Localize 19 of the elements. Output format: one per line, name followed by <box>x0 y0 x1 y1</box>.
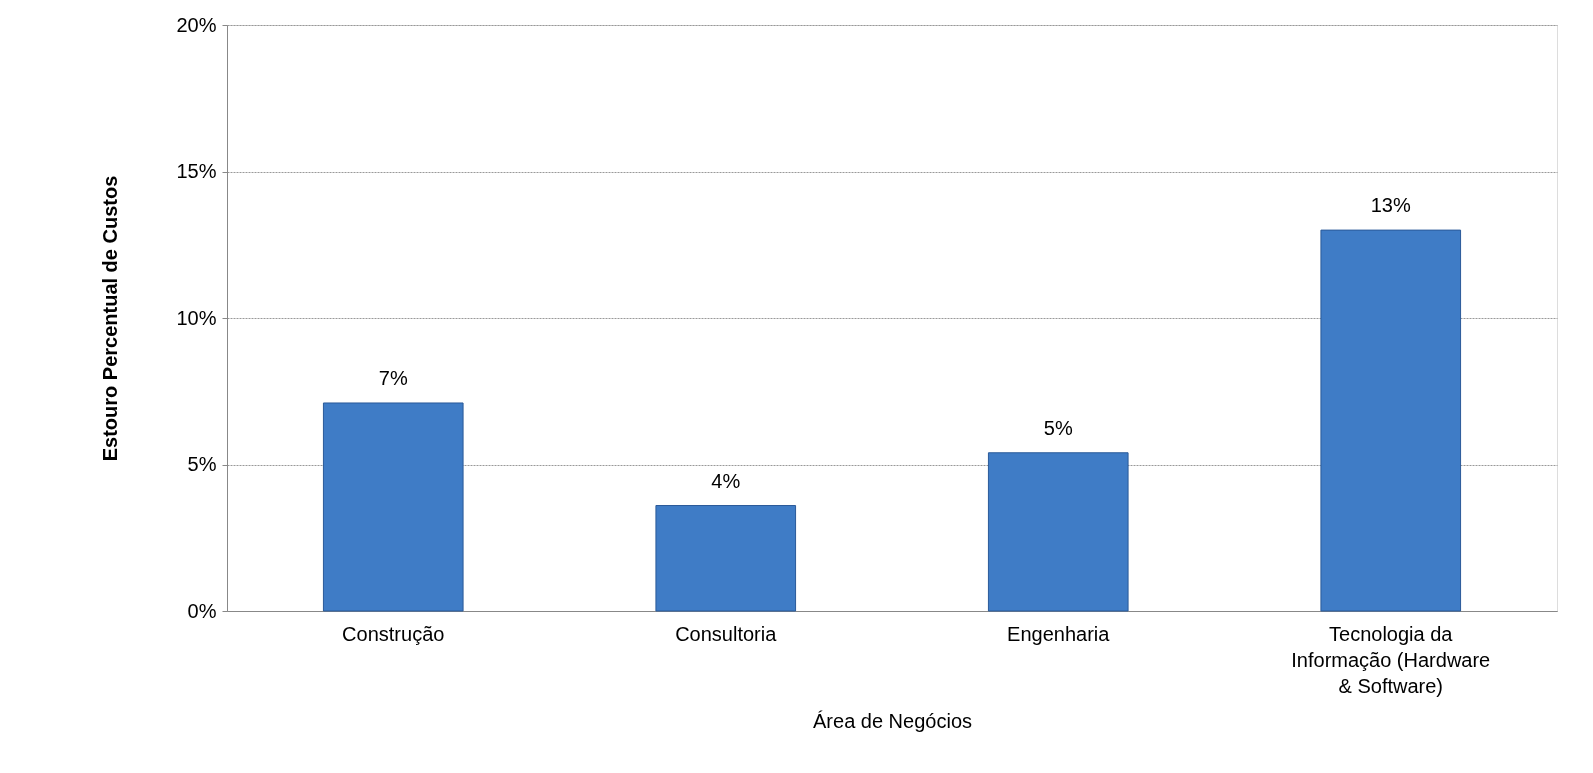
data-label: 13% <box>1370 194 1411 217</box>
data-label: 4% <box>711 469 741 492</box>
data-label: 5% <box>1043 416 1073 439</box>
y-tick-label: 20% <box>176 13 217 36</box>
x-tick-label: Engenharia <box>1007 623 1111 645</box>
x-tick-label: Tecnologia da Informação (Hardware & Software) <box>1291 623 1491 697</box>
bar <box>1320 229 1462 612</box>
data-label: 7% <box>378 366 408 389</box>
y-tick-label: 15% <box>176 160 217 182</box>
y-tick-label: 5% <box>187 453 217 475</box>
bar <box>322 402 464 612</box>
bar <box>655 505 797 612</box>
x-axis-title: Área de Negócios <box>813 709 972 732</box>
x-tick-label: Consultoria <box>675 623 778 645</box>
x-tick-label: Construção <box>342 623 445 645</box>
y-tick-label: 0% <box>187 599 217 622</box>
y-tick-label: 10% <box>176 306 217 329</box>
y-axis-title: Estouro Percentual de Custos <box>99 175 122 462</box>
bar <box>987 452 1129 612</box>
